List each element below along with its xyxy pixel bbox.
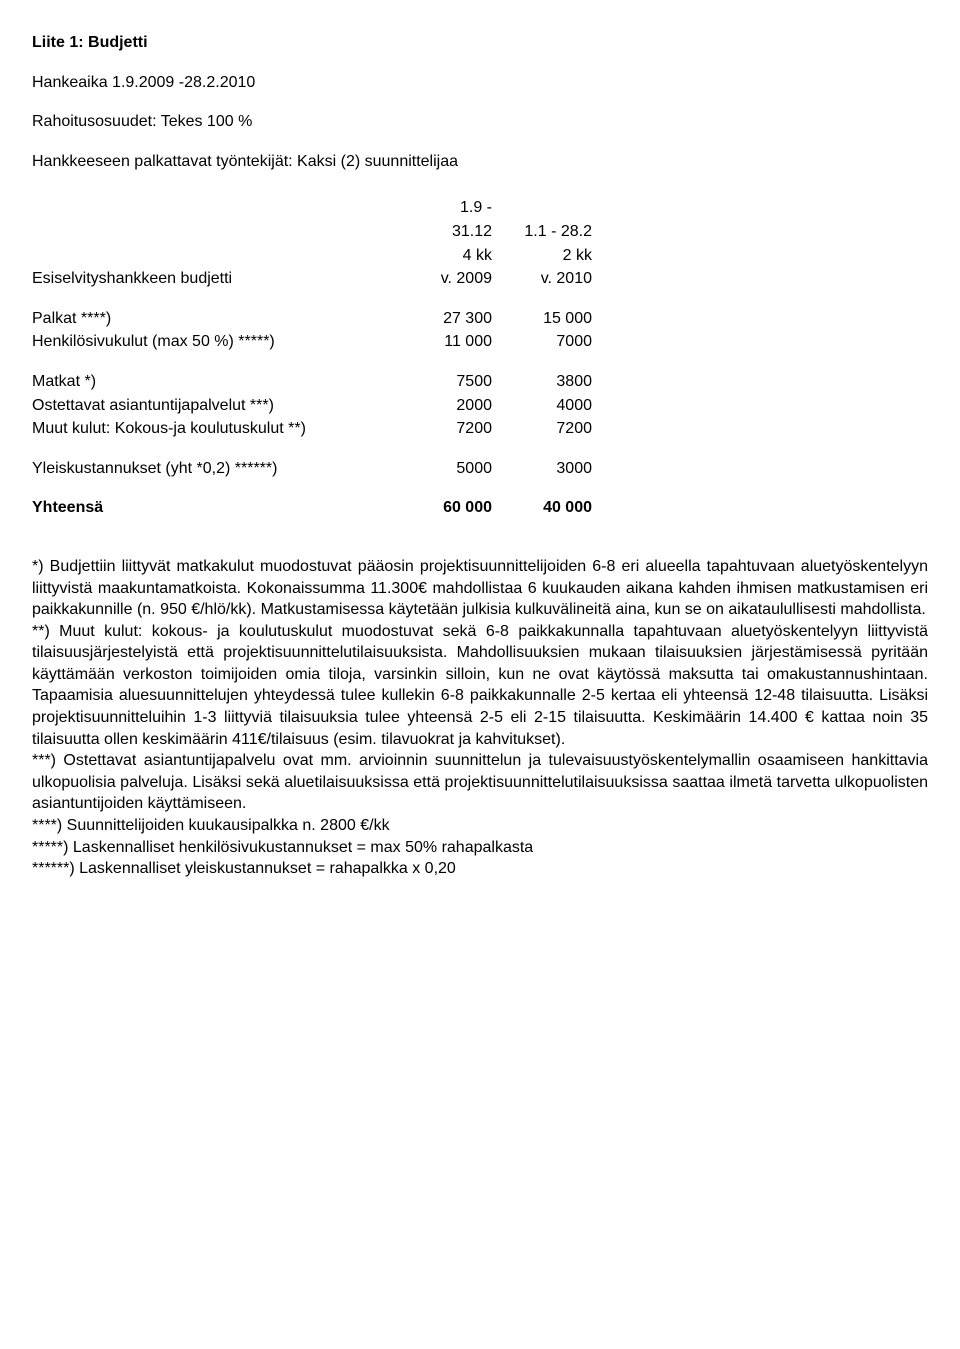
footnote-1: *) Budjettiin liittyvät matkakulut muodo… xyxy=(32,558,928,618)
col1-year: v. 2009 xyxy=(392,267,492,291)
header-row-3: 4 kk 2 kk xyxy=(32,244,592,268)
row-label: Ostettavat asiantuntijapalvelut ***) xyxy=(32,394,392,418)
row-label: Palkat ****) xyxy=(32,307,392,331)
row-value-2: 7200 xyxy=(492,417,592,441)
table-row: Yleiskustannukset (yht *0,2) ******) 500… xyxy=(32,457,592,481)
footnotes: *) Budjettiin liittyvät matkakulut muodo… xyxy=(32,556,928,880)
col2-year: v. 2010 xyxy=(492,267,592,291)
budget-table: 1.9 - 31.12 1.1 - 28.2 4 kk 2 kk Esiselv… xyxy=(32,196,592,520)
table-row: Henkilösivukulut (max 50 %) *****) 11 00… xyxy=(32,330,592,354)
col2-months: 2 kk xyxy=(492,244,592,268)
row-value-1: 2000 xyxy=(392,394,492,418)
row-value-2: 3800 xyxy=(492,370,592,394)
col1-months: 4 kk xyxy=(392,244,492,268)
staff-line: Hankkeeseen palkattavat työntekijät: Kak… xyxy=(32,151,928,173)
table-row: Muut kulut: Kokous-ja koulutuskulut **) … xyxy=(32,417,592,441)
period-line: Hankeaika 1.9.2009 -28.2.2010 xyxy=(32,72,928,94)
footnote-5: *****) Laskennalliset henkilösivukustann… xyxy=(32,839,533,856)
row-value-2: 4000 xyxy=(492,394,592,418)
row-value-2: 15 000 xyxy=(492,307,592,331)
document-title: Liite 1: Budjetti xyxy=(32,32,928,54)
row-label: Matkat *) xyxy=(32,370,392,394)
total-label: Yhteensä xyxy=(32,496,392,520)
total-value-2: 40 000 xyxy=(492,496,592,520)
table-row: Ostettavat asiantuntijapalvelut ***) 200… xyxy=(32,394,592,418)
footnote-2: **) Muut kulut: kokous- ja koulutuskulut… xyxy=(32,623,928,748)
row-value-2: 3000 xyxy=(492,457,592,481)
funding-line: Rahoitusosuudet: Tekes 100 % xyxy=(32,111,928,133)
header-row-4: Esiselvityshankkeen budjetti v. 2009 v. … xyxy=(32,267,592,291)
row-value-1: 5000 xyxy=(392,457,492,481)
total-row: Yhteensä 60 000 40 000 xyxy=(32,496,592,520)
footnote-4: ****) Suunnittelijoiden kuukausipalkka n… xyxy=(32,817,390,834)
total-value-1: 60 000 xyxy=(392,496,492,520)
budget-label: Esiselvityshankkeen budjetti xyxy=(32,267,392,291)
table-row: Palkat ****) 27 300 15 000 xyxy=(32,307,592,331)
row-value-1: 11 000 xyxy=(392,330,492,354)
table-row: Matkat *) 7500 3800 xyxy=(32,370,592,394)
row-value-1: 27 300 xyxy=(392,307,492,331)
row-value-1: 7500 xyxy=(392,370,492,394)
header-row-2: 31.12 1.1 - 28.2 xyxy=(32,220,592,244)
header-row-1: 1.9 - xyxy=(32,196,592,220)
row-value-2: 7000 xyxy=(492,330,592,354)
footnote-6: ******) Laskennalliset yleiskustannukset… xyxy=(32,860,456,877)
col2-period: 1.1 - 28.2 xyxy=(492,220,592,244)
footnote-3: ***) Ostettavat asiantuntijapalvelu ovat… xyxy=(32,752,928,812)
col1-period-end: 31.12 xyxy=(392,220,492,244)
col1-period-start: 1.9 - xyxy=(392,196,492,220)
row-label: Muut kulut: Kokous-ja koulutuskulut **) xyxy=(32,417,392,441)
row-value-1: 7200 xyxy=(392,417,492,441)
row-label: Yleiskustannukset (yht *0,2) ******) xyxy=(32,457,392,481)
row-label: Henkilösivukulut (max 50 %) *****) xyxy=(32,330,392,354)
